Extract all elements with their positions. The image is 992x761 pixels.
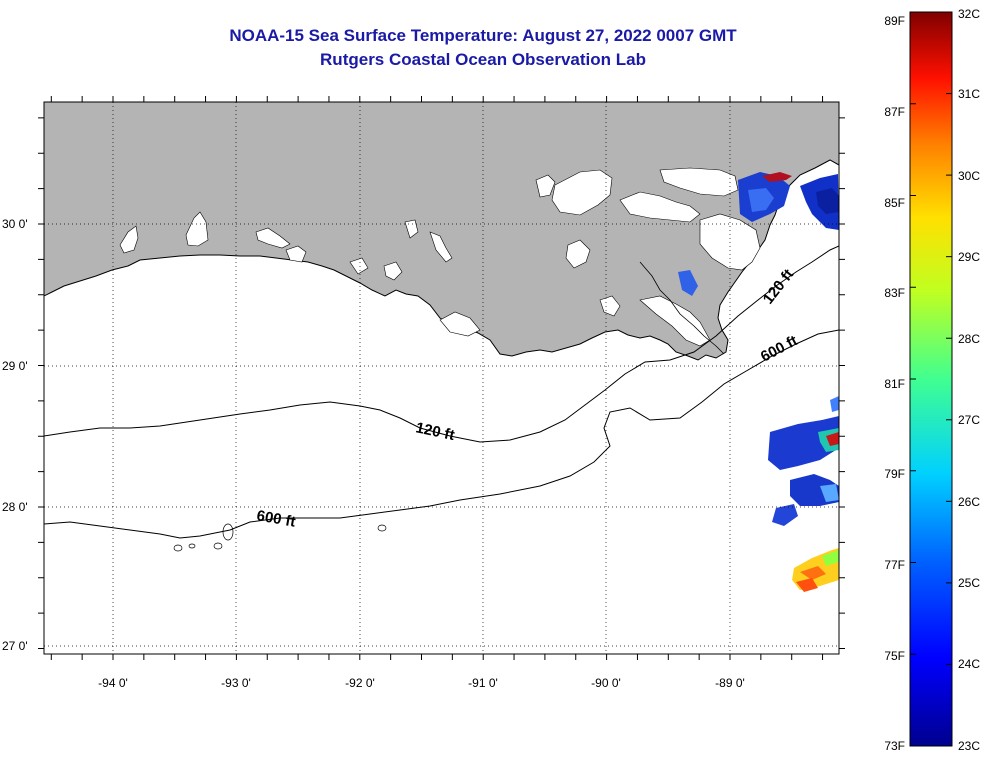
coastline-detail	[639, 261, 725, 355]
map-title: NOAA-15 Sea Surface Temperature: August …	[229, 26, 737, 45]
cb-f-87: 87F	[884, 105, 905, 119]
cb-f-83: 83F	[884, 286, 905, 300]
cb-f-75: 75F	[884, 649, 905, 663]
lat-label-27: 27 0'	[2, 639, 28, 653]
plot-frame	[43, 101, 840, 655]
cb-c-23: 23C	[958, 739, 980, 753]
lon-label-91: -91 0'	[468, 676, 498, 690]
cb-c-27: 27C	[958, 413, 980, 427]
lat-label-28: 28 0'	[2, 500, 28, 514]
contour-label-600-west: 600 ft	[255, 507, 297, 531]
contour-600ft	[44, 329, 839, 539]
cb-c-31: 31C	[958, 87, 980, 101]
cb-f-89: 89F	[884, 14, 905, 28]
cb-f-79: 79F	[884, 467, 905, 481]
cb-c-29: 29C	[958, 250, 980, 264]
temperature-colorbar	[909, 11, 953, 747]
sst-patches	[678, 172, 839, 592]
contour-loops	[173, 523, 387, 552]
map-subtitle: Rutgers Coastal Ocean Observation Lab	[320, 50, 646, 69]
graticule	[44, 102, 839, 654]
cb-f-77: 77F	[884, 558, 905, 572]
contour-120ft	[44, 245, 839, 443]
colorbar-ticks	[910, 11, 952, 747]
lat-label-29: 29 0'	[2, 359, 28, 373]
cb-c-26: 26C	[958, 495, 980, 509]
lon-label-93: -93 0'	[221, 676, 251, 690]
cb-c-25: 25C	[958, 576, 980, 590]
cb-f-85: 85F	[884, 196, 905, 210]
cb-f-73: 73F	[884, 739, 905, 753]
axis-ticks	[38, 96, 845, 660]
cb-f-81: 81F	[884, 377, 905, 391]
lon-label-90: -90 0'	[591, 676, 621, 690]
cb-c-24: 24C	[958, 657, 980, 671]
cb-c-28: 28C	[958, 332, 980, 346]
lon-label-92: -92 0'	[345, 676, 375, 690]
lon-label-94: -94 0'	[98, 676, 128, 690]
cb-c-30: 30C	[958, 169, 980, 183]
lon-label-89: -89 0'	[715, 676, 745, 690]
lat-label-30: 30 0'	[2, 217, 28, 231]
cb-c-32: 32C	[958, 7, 980, 21]
